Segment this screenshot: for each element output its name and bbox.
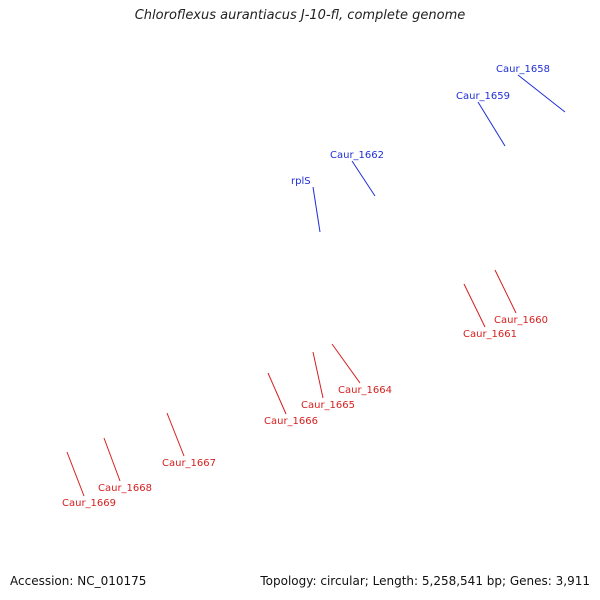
callout-line	[477, 101, 506, 147]
callout-line	[517, 74, 566, 113]
gene-label-Caur_1659: Caur_1659	[456, 91, 510, 102]
callout-line	[331, 343, 361, 384]
callout-line	[351, 160, 376, 197]
callout-line	[312, 186, 321, 233]
gene-label-Caur_1666: Caur_1666	[264, 416, 318, 427]
accession-text: Accession: NC_010175	[10, 574, 147, 588]
gene-label-Caur_1668: Caur_1668	[98, 483, 152, 494]
gene-label-Caur_1665: Caur_1665	[301, 400, 355, 411]
label-layer: Caur_1658 Caur_1659 Caur_1662 rplS Caur_1660…	[62, 64, 566, 509]
gene-label-Caur_1667: Caur_1667	[162, 458, 216, 469]
gene-label-Caur_1660: Caur_1660	[494, 315, 548, 326]
callout-line	[103, 437, 121, 482]
callout-line	[166, 412, 185, 457]
gene-label-Caur_1662: Caur_1662	[330, 150, 384, 161]
gene-label-Caur_1664: Caur_1664	[338, 385, 392, 396]
callout-line	[66, 451, 85, 497]
callout-line	[494, 269, 517, 314]
gene-label-Caur_1661: Caur_1661	[463, 329, 517, 340]
callout-line	[267, 372, 287, 415]
gene-label-rplS: rplS	[291, 176, 311, 187]
gene-label-Caur_1658: Caur_1658	[496, 64, 550, 75]
genome-summary-text: Topology: circular; Length: 5,258,541 bp…	[260, 574, 590, 588]
callout-line	[463, 283, 486, 328]
map-title: Chloroflexus aurantiacus J-10-fl, comple…	[134, 8, 466, 23]
gene-label-Caur_1669: Caur_1669	[62, 498, 116, 509]
callout-line	[312, 351, 324, 399]
